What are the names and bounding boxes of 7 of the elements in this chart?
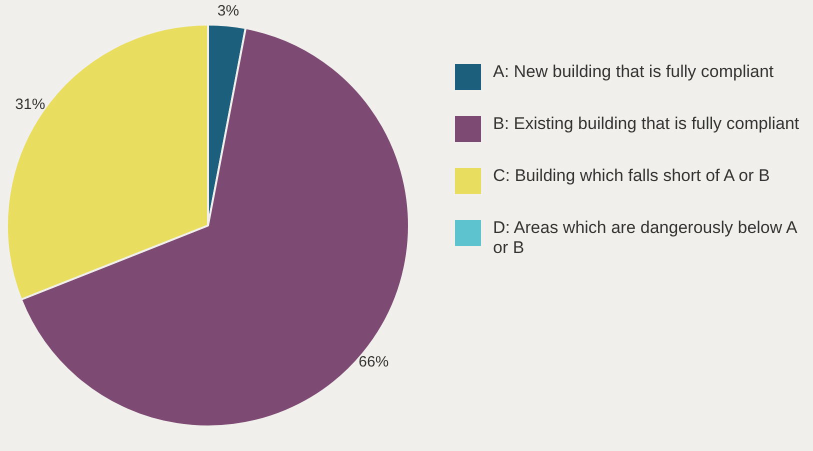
- legend-label: C: Building which falls short of A or B: [493, 166, 770, 186]
- legend-label: B: Existing building that is fully compliant: [493, 114, 800, 134]
- legend-label: D: Areas which are dangerously below A or B: [493, 218, 798, 258]
- data-label: 66%: [358, 354, 389, 371]
- data-label: 3%: [217, 2, 240, 20]
- legend-label: A: New building that is fully compliant: [493, 62, 774, 82]
- data-label: 31%: [15, 96, 46, 113]
